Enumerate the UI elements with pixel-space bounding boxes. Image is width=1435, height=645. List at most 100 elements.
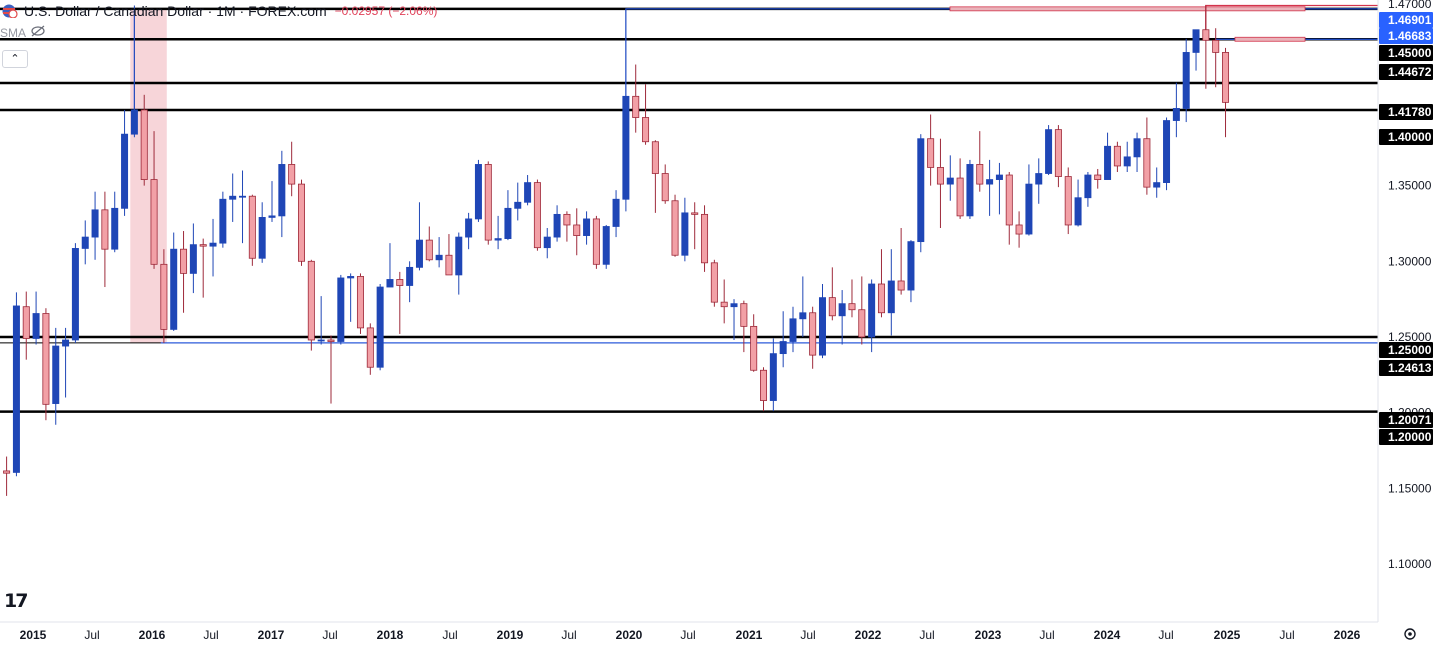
settings-gear-icon[interactable] bbox=[1404, 628, 1416, 640]
candle bbox=[946, 155, 954, 201]
candle bbox=[1192, 29, 1200, 71]
candle-body bbox=[288, 164, 296, 185]
candle-body bbox=[150, 179, 158, 265]
candle-body bbox=[818, 297, 826, 356]
candle-body bbox=[740, 303, 748, 327]
candle bbox=[317, 296, 325, 345]
candle bbox=[71, 243, 79, 344]
collapse-button[interactable]: ⌃ bbox=[2, 50, 28, 68]
candle-body bbox=[907, 241, 915, 291]
candle-body bbox=[52, 345, 60, 404]
price-label: 1.45000 bbox=[1388, 46, 1432, 60]
candle bbox=[1133, 132, 1141, 172]
candle-body bbox=[642, 117, 650, 143]
candle bbox=[514, 182, 522, 221]
candle-body bbox=[474, 164, 482, 220]
candle-body bbox=[248, 195, 256, 259]
price-axis bbox=[1378, 0, 1435, 645]
candle-body bbox=[592, 218, 600, 265]
candle-body bbox=[671, 200, 679, 256]
candle-body bbox=[720, 301, 728, 308]
candle bbox=[366, 323, 374, 375]
candle bbox=[524, 175, 532, 206]
candle-body bbox=[1123, 156, 1131, 167]
candle-body bbox=[91, 209, 99, 238]
x-tick-label: 2025 bbox=[1214, 628, 1241, 642]
candle bbox=[1104, 132, 1112, 180]
candle bbox=[710, 259, 718, 307]
candle bbox=[474, 159, 482, 222]
candle-body bbox=[632, 95, 640, 118]
candle bbox=[632, 64, 640, 133]
candle bbox=[622, 8, 630, 212]
candle-body bbox=[268, 215, 276, 218]
candle bbox=[180, 231, 188, 313]
candle bbox=[484, 161, 492, 245]
x-tick-label: Jul bbox=[800, 628, 815, 642]
price-label-box bbox=[1379, 412, 1433, 428]
candle-body bbox=[1025, 183, 1033, 235]
candle bbox=[651, 140, 659, 213]
x-tick-label: Jul bbox=[1039, 628, 1054, 642]
x-tick-label: 2018 bbox=[377, 628, 404, 642]
candle bbox=[612, 190, 620, 238]
candle bbox=[858, 276, 866, 345]
candle-body bbox=[337, 277, 345, 342]
candle-body bbox=[376, 286, 384, 368]
candle bbox=[406, 261, 414, 303]
candle-body bbox=[986, 179, 994, 185]
candle-body bbox=[189, 244, 197, 274]
candle-body bbox=[494, 238, 502, 241]
candle bbox=[730, 299, 738, 340]
eye-hidden-icon[interactable] bbox=[30, 25, 46, 40]
candle bbox=[602, 224, 610, 269]
price-label: 1.46901 bbox=[1388, 13, 1432, 27]
candle bbox=[799, 276, 807, 337]
candle-body bbox=[1064, 176, 1072, 226]
candle bbox=[1182, 38, 1190, 123]
candle bbox=[671, 194, 679, 257]
price-label-box bbox=[1379, 360, 1433, 376]
candle-body bbox=[258, 217, 266, 259]
candle-body bbox=[838, 303, 846, 317]
x-tick-label: 2024 bbox=[1094, 628, 1121, 642]
candle-body bbox=[946, 177, 954, 185]
y-tick-label: 1.15000 bbox=[1388, 481, 1432, 495]
candle-body bbox=[396, 279, 404, 286]
candle bbox=[1212, 28, 1220, 88]
sma-indicator[interactable]: SMA bbox=[0, 25, 46, 40]
candle-body bbox=[583, 218, 591, 236]
candle-body bbox=[760, 369, 768, 401]
x-tick-label: 2021 bbox=[736, 628, 763, 642]
candle bbox=[868, 279, 876, 353]
candle-body bbox=[1163, 120, 1171, 183]
price-label: 1.44672 bbox=[1388, 65, 1432, 79]
symbol-header[interactable]: U.S. Dollar / Canadian Dollar · 1M · FOR… bbox=[0, 0, 437, 22]
red-band bbox=[1234, 36, 1306, 42]
candle bbox=[995, 162, 1003, 215]
candle bbox=[1074, 179, 1082, 227]
candle-body bbox=[1074, 197, 1082, 226]
price-label-box bbox=[1379, 129, 1433, 145]
candle bbox=[760, 367, 768, 412]
price-label: 1.24613 bbox=[1388, 361, 1432, 375]
candle-body bbox=[111, 207, 119, 250]
tradingview-logo[interactable]: 17 bbox=[4, 590, 28, 612]
candle-body bbox=[1192, 29, 1200, 53]
candle-body bbox=[455, 236, 463, 276]
candle bbox=[681, 197, 689, 262]
candle-body bbox=[140, 109, 148, 180]
x-tick-label: Jul bbox=[561, 628, 576, 642]
candle bbox=[986, 159, 994, 216]
x-tick-label: Jul bbox=[203, 628, 218, 642]
x-tick-label: 2023 bbox=[975, 628, 1002, 642]
candle bbox=[563, 211, 571, 242]
candle-body bbox=[622, 95, 630, 200]
candle bbox=[740, 300, 748, 353]
candle bbox=[81, 220, 89, 265]
candle bbox=[356, 273, 364, 334]
y-tick-label: 1.25000 bbox=[1388, 330, 1432, 344]
candle-body bbox=[917, 138, 925, 243]
candle bbox=[504, 190, 512, 241]
